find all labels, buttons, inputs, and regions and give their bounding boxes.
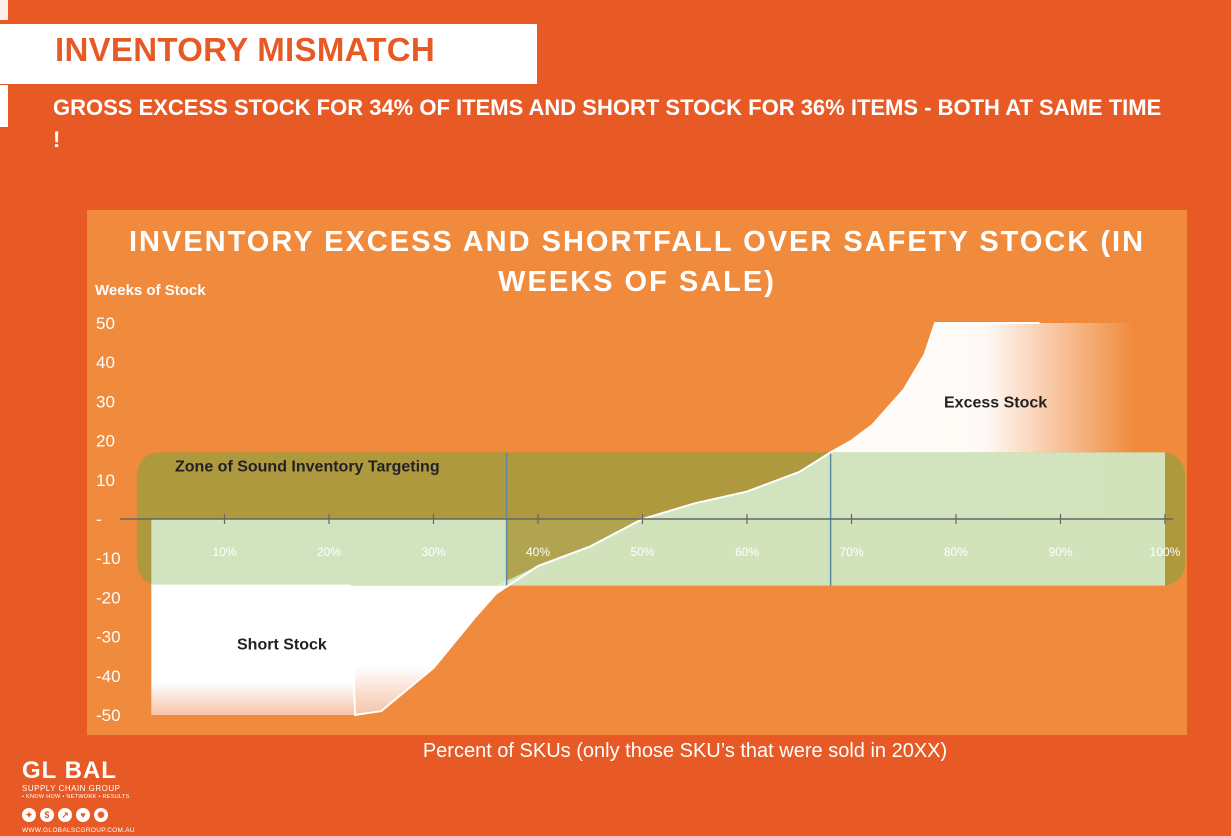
excess-stock-label: Excess Stock bbox=[944, 394, 1047, 411]
globe-icon: ✺ bbox=[94, 808, 108, 822]
y-axis-label: Weeks of Stock bbox=[95, 282, 206, 299]
slide-title: INVENTORY MISMATCH bbox=[55, 31, 436, 68]
y-tick-label-11: -50 bbox=[96, 706, 121, 725]
y-tick-label-6: - bbox=[96, 510, 102, 529]
x-tick-label-10: 100% bbox=[1150, 545, 1181, 559]
y-tick-label-4: 20 bbox=[96, 432, 115, 451]
company-logo: GL BAL SUPPLY CHAIN GROUP • KNOW HOW • N… bbox=[22, 758, 142, 834]
x-tick-label-2: 20% bbox=[317, 545, 341, 559]
x-axis-caption: Percent of SKUs (only those SKU’s that w… bbox=[422, 740, 948, 762]
handshake-icon: ♥ bbox=[76, 808, 90, 822]
short-stock-block bbox=[151, 585, 356, 715]
y-tick-label-10: -40 bbox=[96, 667, 121, 686]
zone-fill-left bbox=[151, 519, 507, 586]
dollar-icon: $ bbox=[40, 808, 54, 822]
left-accent-top bbox=[0, 0, 8, 20]
y-tick-label-8: -20 bbox=[96, 588, 121, 607]
logo-icon-row: ✦ $ ↗ ♥ ✺ bbox=[22, 808, 142, 822]
x-tick-label-1: 10% bbox=[212, 545, 236, 559]
logo-tagline: • KNOW HOW • NETWORK • RESULTS bbox=[22, 794, 130, 800]
x-tick-label-5: 50% bbox=[630, 545, 654, 559]
x-tick-label-8: 80% bbox=[944, 545, 968, 559]
x-tick-label-9: 90% bbox=[1048, 545, 1072, 559]
y-tick-label-9: -30 bbox=[96, 628, 121, 647]
left-accent bbox=[0, 85, 8, 127]
short-stock-label: Short Stock bbox=[237, 636, 327, 653]
logo-subtitle: SUPPLY CHAIN GROUP bbox=[22, 784, 121, 793]
stock-curve bbox=[151, 322, 1040, 717]
chart-icon: ↗ bbox=[58, 808, 72, 822]
logo-url: WWW.GLOBALSCGROUP.COM.AU bbox=[22, 827, 135, 834]
y-tick-label-1: 50 bbox=[96, 314, 115, 333]
x-tick-label-3: 30% bbox=[421, 545, 445, 559]
chart-title: INVENTORY EXCESS AND SHORTFALL OVER SAFE… bbox=[128, 226, 1146, 298]
y-tick-label-7: -10 bbox=[96, 549, 121, 568]
bulb-icon: ✦ bbox=[22, 808, 36, 822]
zone-label: Zone of Sound Inventory Targeting bbox=[175, 458, 440, 475]
x-tick-label-7: 70% bbox=[839, 545, 863, 559]
y-tick-label-2: 40 bbox=[96, 353, 115, 372]
slide-subtitle: GROSS EXCESS STOCK FOR 34% OF ITEMS AND … bbox=[53, 95, 1162, 152]
x-tick-label-4: 40% bbox=[526, 545, 550, 559]
y-tick-label-3: 30 bbox=[96, 392, 115, 411]
y-tick-label-5: 10 bbox=[96, 471, 115, 490]
logo-wordmark: GL BAL bbox=[22, 757, 117, 784]
title-box bbox=[0, 24, 537, 84]
x-tick-label-6: 60% bbox=[735, 545, 759, 559]
